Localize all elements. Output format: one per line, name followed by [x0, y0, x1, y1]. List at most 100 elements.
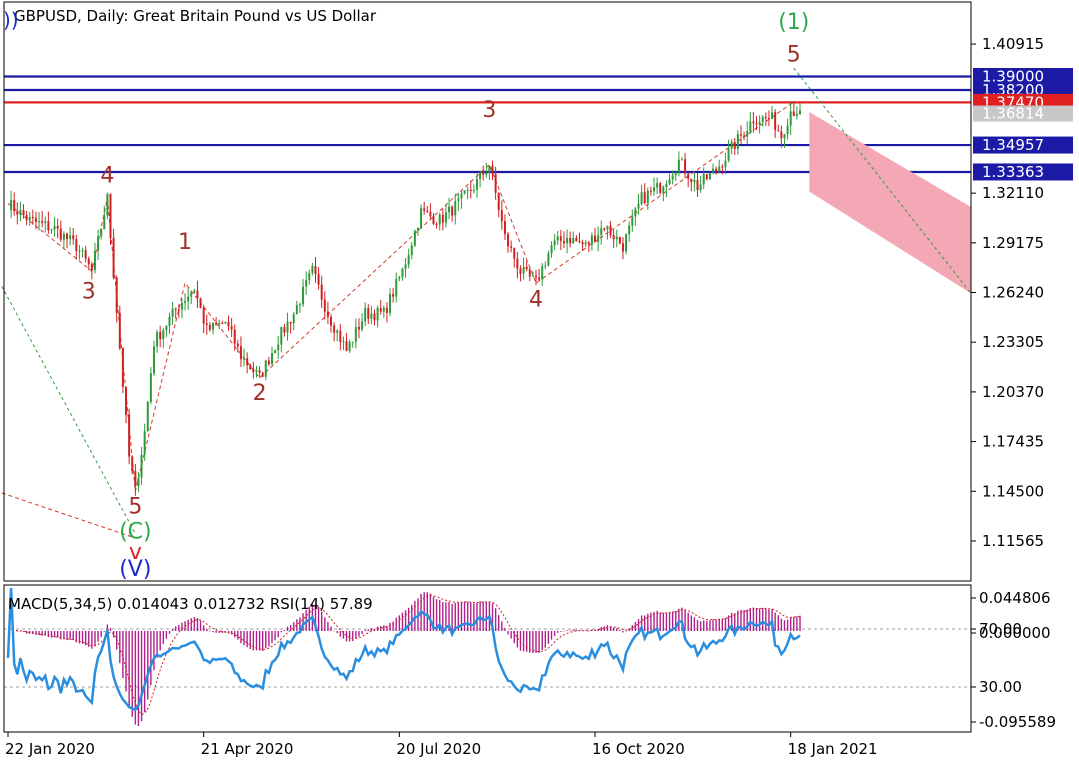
wave-label: 3: [482, 98, 496, 123]
candle-body: [342, 341, 345, 343]
wave-label: 5: [787, 42, 801, 67]
macd-bar: [696, 620, 699, 631]
macd-bar: [606, 625, 609, 631]
macd-bar: [299, 617, 301, 631]
candle-body: [373, 313, 376, 321]
candle-body: [140, 454, 143, 478]
wave-label: 1: [178, 230, 192, 255]
wave-label: 3: [82, 279, 96, 304]
indicator-tick-label: 30.00: [979, 678, 1022, 696]
level-badge: [973, 163, 1073, 181]
candle-body: [44, 221, 47, 223]
macd-signal-line: [7, 594, 801, 715]
indicator-tick-label: 0.000000: [979, 624, 1051, 642]
macd-bar: [451, 603, 453, 631]
candle-body: [333, 325, 336, 333]
candle-body: [503, 221, 506, 235]
candle-body: [152, 346, 155, 374]
macd-bar: [519, 631, 522, 651]
macd-bar: [734, 612, 736, 631]
macd-bar: [212, 631, 214, 633]
macd-bar: [380, 626, 382, 631]
candle-body: [311, 265, 314, 273]
candle-body: [693, 179, 696, 183]
candle-body: [118, 312, 121, 349]
macd-bar: [650, 612, 652, 631]
macd-bar: [442, 602, 444, 631]
candle-body: [66, 233, 69, 239]
candle-body: [81, 250, 84, 252]
candle-body: [401, 268, 404, 278]
macd-bar: [25, 631, 28, 634]
macd-bar: [699, 621, 702, 631]
candle-body: [743, 135, 746, 137]
macd-bar: [765, 608, 767, 631]
macd-bar: [799, 615, 801, 631]
macd-bar: [243, 631, 245, 646]
candle-body: [382, 307, 385, 312]
macd-bar: [274, 631, 276, 641]
macd-bar: [755, 608, 758, 631]
candle-body: [606, 225, 609, 230]
macd-bar: [612, 627, 615, 631]
candle-body: [97, 236, 100, 252]
candle-body: [621, 243, 624, 252]
macd-bar: [246, 631, 248, 648]
candle-body: [258, 370, 261, 373]
macd-bar: [547, 631, 550, 644]
macd-bar: [187, 619, 189, 631]
candle-body: [348, 342, 351, 351]
macd-bar: [429, 593, 432, 631]
candle-body: [444, 212, 447, 223]
macd-bar: [553, 631, 556, 636]
macd-bar: [339, 631, 342, 637]
indicator-pane-frame: [3, 584, 972, 733]
macd-bar: [432, 596, 435, 631]
candle-body: [134, 471, 137, 487]
macd-bar: [597, 628, 599, 631]
macd-bar: [193, 617, 196, 631]
macd-bar: [684, 610, 686, 631]
macd-bar: [603, 626, 606, 631]
candle-body: [59, 228, 62, 240]
candle-body: [47, 221, 50, 231]
macd-bar: [584, 630, 587, 632]
macd-bar: [550, 631, 553, 640]
level-label: 1.34957: [982, 136, 1044, 154]
macd-bar: [336, 631, 338, 634]
macd-bar: [109, 628, 112, 631]
macd-bar: [38, 631, 40, 636]
candle-body: [528, 269, 531, 277]
candle-body: [668, 179, 671, 184]
price-tick-label: 1.17435: [982, 433, 1044, 451]
candle-body: [199, 298, 202, 308]
macd-bar: [355, 631, 357, 639]
macd-bar: [482, 601, 484, 631]
macd-bar: [50, 631, 53, 638]
macd-bar: [470, 602, 472, 631]
candle-body: [84, 250, 87, 259]
candle-body: [457, 198, 460, 202]
candle-body: [463, 190, 466, 194]
rsi-line: [6, 587, 801, 712]
candle-body: [547, 253, 550, 266]
macd-bar: [619, 629, 621, 631]
candle-body: [143, 431, 146, 455]
candle-body: [640, 192, 643, 204]
time-tick-label: 20 Jul 2020: [396, 740, 481, 758]
macd-bar: [513, 631, 515, 644]
macd-bar: [330, 626, 332, 631]
price-tick-label: 1.40915: [982, 35, 1044, 53]
candle-body: [407, 255, 410, 265]
candle-body: [472, 189, 475, 192]
candle-body: [575, 237, 578, 242]
candle-body: [578, 241, 581, 243]
wave-path-red: [7, 101, 795, 492]
candle-body: [13, 200, 16, 212]
macd-bar: [324, 617, 326, 631]
macd-bar: [53, 631, 56, 638]
candle-body: [16, 211, 19, 215]
macd-bar: [501, 621, 503, 631]
macd-bar: [404, 610, 407, 631]
candle-body: [752, 121, 755, 124]
